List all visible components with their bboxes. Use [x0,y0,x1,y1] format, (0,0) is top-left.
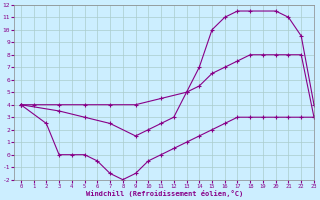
X-axis label: Windchill (Refroidissement éolien,°C): Windchill (Refroidissement éolien,°C) [85,190,243,197]
